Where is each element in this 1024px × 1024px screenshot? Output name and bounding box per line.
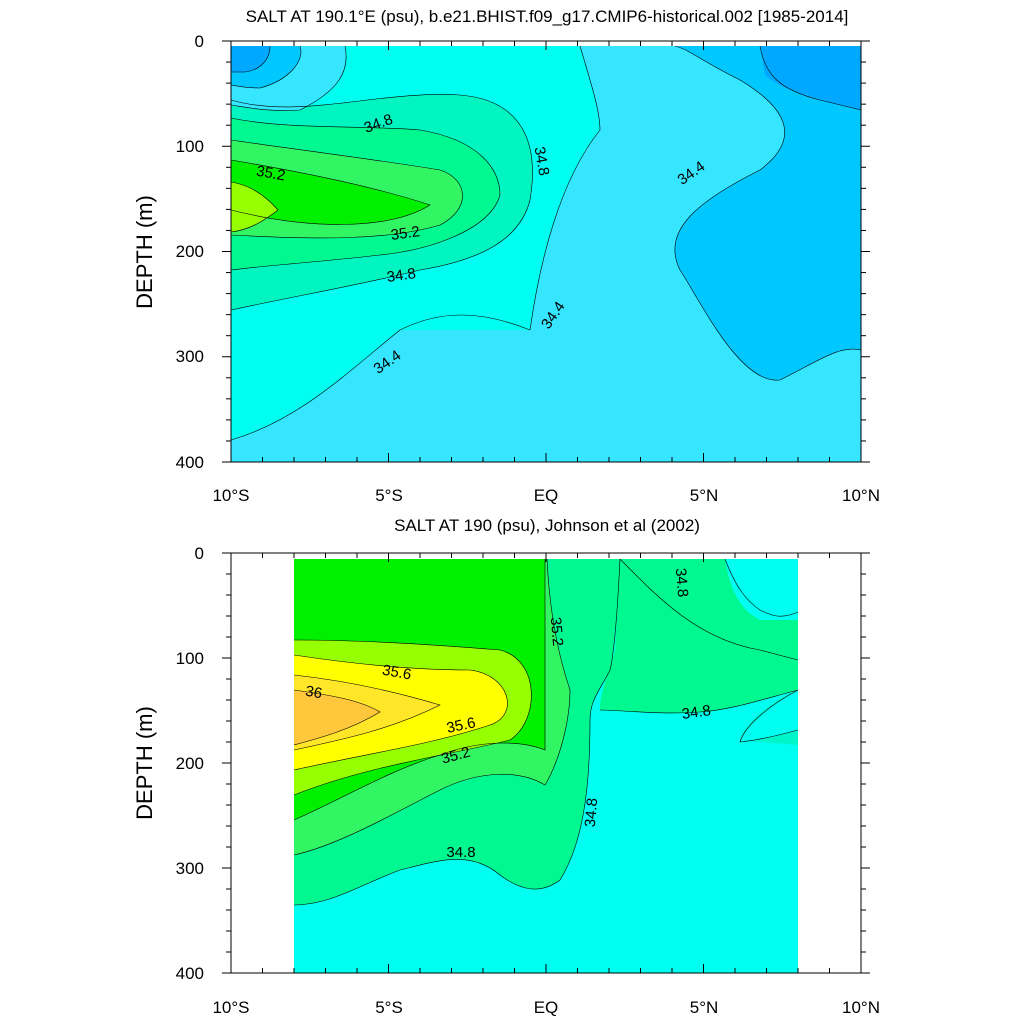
bottom-contour-lines bbox=[293, 558, 799, 906]
bottom-y-axis-label: DEPTH (m) bbox=[132, 706, 157, 820]
x-tick-label: 5°S bbox=[375, 998, 403, 1017]
y-tick-label: 400 bbox=[176, 453, 204, 472]
bottom-contour-line bbox=[293, 689, 381, 746]
bottom-contour-line bbox=[724, 558, 799, 617]
top-contour-line bbox=[230, 314, 531, 441]
top-contour-line bbox=[674, 45, 862, 381]
y-tick-label: 400 bbox=[176, 964, 204, 983]
x-tick-label: 5°S bbox=[375, 486, 403, 505]
y-tick-label: 0 bbox=[195, 32, 204, 51]
x-tick-label: 10°N bbox=[842, 486, 880, 505]
bottom-contour-labels: 34.8 35.2 35.6 36 35.6 35.2 34.8 34.8 34… bbox=[304, 567, 712, 861]
bottom-contour-line bbox=[599, 689, 799, 714]
top-contour-line bbox=[231, 45, 271, 73]
top-freshest-region bbox=[760, 46, 861, 110]
x-tick-label: EQ bbox=[534, 998, 559, 1017]
contour-label: 35.6 bbox=[445, 714, 477, 737]
contour-label: 35.2 bbox=[255, 163, 287, 185]
x-tick-label: 10°S bbox=[212, 486, 249, 505]
contour-label: 35.2 bbox=[440, 744, 473, 768]
bottom-contour-fill bbox=[294, 559, 798, 973]
x-tick-label: EQ bbox=[534, 486, 559, 505]
bottom-ne-fresh-2 bbox=[740, 690, 798, 742]
bottom-chart-title: SALT AT 190 (psu), Johnson et al (2002) bbox=[394, 516, 700, 535]
bottom-contour-line bbox=[293, 674, 441, 751]
bottom-contour-line bbox=[293, 558, 571, 856]
top-level-352 bbox=[231, 160, 430, 225]
contour-label: 35.2 bbox=[390, 223, 421, 244]
bottom-contour-line bbox=[293, 654, 508, 771]
bottom-ne-fresh-1 bbox=[725, 559, 798, 617]
bottom-contour-line bbox=[293, 559, 546, 821]
bottom-contour-line bbox=[739, 689, 799, 743]
contour-label: 34.8 bbox=[672, 567, 691, 598]
contour-label: 34.8 bbox=[531, 145, 553, 177]
x-tick-label: 5°N bbox=[690, 486, 719, 505]
top-chart-title: SALT AT 190.1°E (psu), b.e21.BHIST.f09_g… bbox=[246, 7, 849, 26]
top-y-tick-labels: 0 100 200 300 400 bbox=[176, 32, 204, 472]
top-contour-line bbox=[759, 45, 862, 111]
top-contour-line bbox=[230, 159, 431, 225]
top-contour-line bbox=[230, 117, 501, 271]
bottom-ticks bbox=[222, 552, 870, 974]
top-x-tick-labels: 10°S 5°S EQ 5°N 10°N bbox=[212, 486, 880, 505]
contour-label: 34.8 bbox=[386, 265, 417, 286]
top-contour-lines bbox=[230, 45, 862, 441]
top-contour-line bbox=[230, 139, 463, 239]
y-tick-label: 100 bbox=[176, 137, 204, 156]
bottom-level-348b bbox=[600, 559, 798, 713]
bottom-contour-line bbox=[293, 558, 621, 906]
x-tick-label: 5°N bbox=[690, 998, 719, 1017]
top-fresh-region bbox=[674, 46, 861, 381]
bottom-panel: SALT AT 190 (psu), Johnson et al (2002) bbox=[132, 516, 880, 1017]
top-contour-line bbox=[230, 94, 533, 311]
bottom-x-tick-labels: 10°S 5°S EQ 5°N 10°N bbox=[212, 998, 880, 1017]
contour-label: 34.8 bbox=[446, 844, 475, 861]
x-tick-label: 10°N bbox=[842, 998, 880, 1017]
top-contour-line bbox=[529, 45, 601, 331]
contour-label: 34.8 bbox=[681, 702, 712, 723]
top-level-354 bbox=[231, 182, 278, 232]
contour-label: 35.2 bbox=[547, 616, 566, 647]
contour-label: 35.6 bbox=[381, 662, 413, 684]
top-contour-line bbox=[230, 181, 279, 233]
top-ticks bbox=[222, 40, 870, 463]
bottom-level-360 bbox=[294, 690, 380, 745]
contour-label: 36 bbox=[304, 683, 323, 703]
bottom-contour-line bbox=[619, 558, 799, 661]
top-panel: SALT AT 190.1°E (psu), b.e21.BHIST.f09_g… bbox=[132, 7, 880, 505]
bottom-contour-line bbox=[293, 639, 532, 796]
top-y-axis-label: DEPTH (m) bbox=[132, 195, 157, 309]
y-tick-label: 200 bbox=[176, 242, 204, 261]
y-tick-label: 100 bbox=[176, 649, 204, 668]
top-left-fresh-3 bbox=[231, 46, 270, 72]
y-tick-label: 300 bbox=[176, 347, 204, 366]
top-contour-fill bbox=[231, 46, 861, 462]
y-tick-label: 300 bbox=[176, 859, 204, 878]
contour-label: 34.8 bbox=[582, 797, 601, 828]
y-tick-label: 200 bbox=[176, 754, 204, 773]
bottom-y-tick-labels: 0 100 200 300 400 bbox=[176, 544, 204, 983]
top-contour-line bbox=[230, 45, 347, 111]
y-tick-label: 0 bbox=[195, 544, 204, 563]
x-tick-label: 10°S bbox=[212, 998, 249, 1017]
